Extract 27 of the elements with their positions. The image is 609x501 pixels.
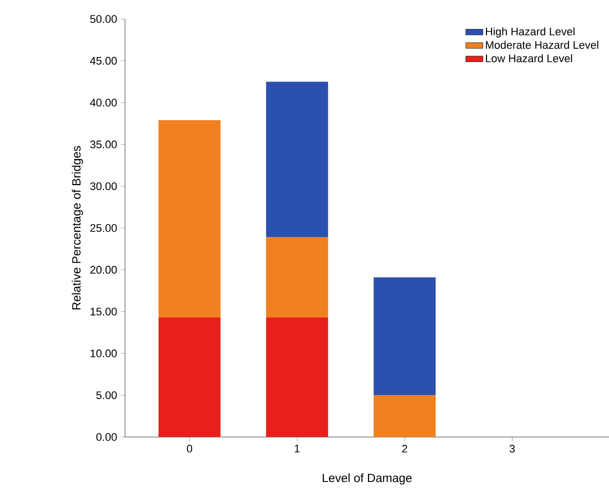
- y-axis-title: Relative Percentage of Bridges: [72, 146, 83, 310]
- y-tick-label: 0.00: [96, 433, 117, 441]
- x-tick-label: 1: [294, 444, 300, 452]
- y-tick-label: 5.00: [96, 391, 117, 400]
- x-tick-label: 3: [510, 444, 515, 453]
- bar: [374, 395, 436, 437]
- x-axis-title: Level of Damage: [322, 473, 412, 485]
- legend-label: High Hazard Level: [486, 27, 574, 38]
- y-tick-label: 10.00: [90, 350, 117, 358]
- bar: [374, 277, 436, 396]
- y-tick-label: 20.00: [90, 266, 117, 274]
- y-tick-label: 40.00: [90, 98, 117, 106]
- bar: [266, 237, 328, 318]
- y-tick-label: 25.00: [90, 224, 117, 232]
- x-tick-label: 0: [186, 444, 192, 453]
- bar: [266, 317, 328, 437]
- y-tick-label: 30.00: [90, 182, 117, 190]
- legend-label: Moderate Hazard Level: [486, 40, 598, 49]
- bar: [158, 317, 221, 437]
- y-tick-label: 15.00: [90, 308, 117, 316]
- bar: [158, 120, 221, 318]
- x-tick-label: 2: [402, 444, 408, 452]
- y-tick-label: 45.00: [90, 56, 117, 65]
- bar: [266, 82, 328, 238]
- y-tick-label: 50.00: [90, 15, 117, 23]
- y-tick-label: 35.00: [90, 140, 117, 148]
- legend-label: Low Hazard Level: [486, 54, 572, 62]
